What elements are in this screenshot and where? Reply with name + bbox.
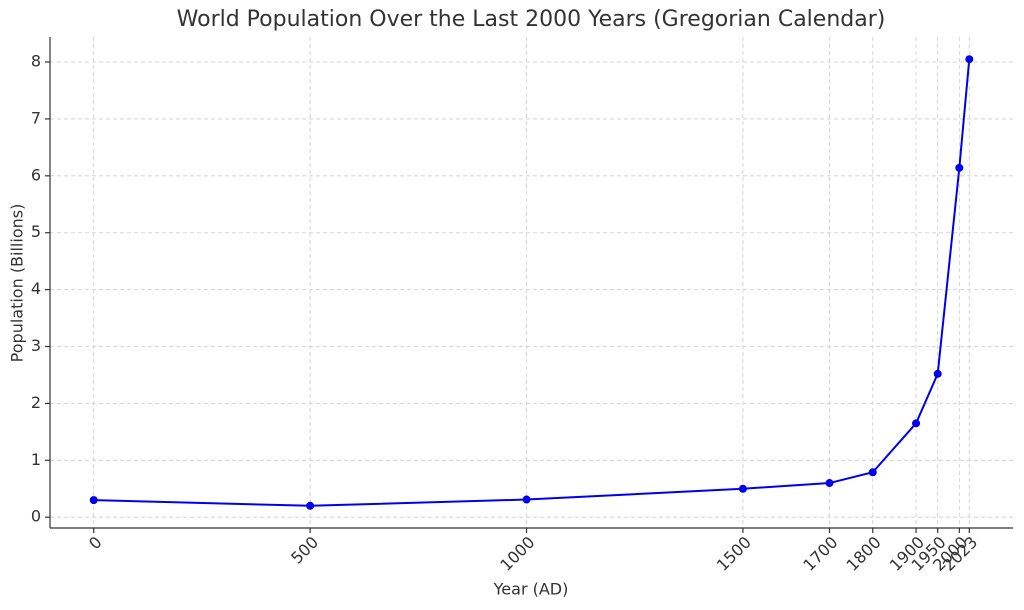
y-tick-label: 5	[31, 222, 41, 241]
x-tick-label: 500	[287, 533, 322, 568]
point	[306, 501, 315, 510]
y-tick-label: 3	[31, 336, 41, 355]
point	[955, 163, 964, 172]
point	[912, 419, 921, 428]
chart-title: World Population Over the Last 2000 Year…	[177, 7, 886, 32]
y-tick-label: 1	[31, 450, 41, 469]
y-axis-label: Population (Billions)	[8, 204, 27, 363]
x-tick-label: 2023	[939, 533, 981, 575]
y-tick-label: 6	[31, 165, 41, 184]
y-tick-label: 8	[31, 52, 41, 71]
point	[933, 369, 942, 378]
x-tick-label: 0	[85, 533, 106, 554]
point	[965, 55, 974, 64]
x-axis-label: Year (AD)	[493, 580, 569, 599]
y-tick-label: 7	[31, 108, 41, 127]
y-tick-label: 4	[31, 279, 41, 298]
point	[868, 468, 877, 477]
point	[89, 496, 98, 505]
point	[825, 479, 834, 488]
x-tick-label: 1000	[496, 533, 538, 575]
x-tick-label: 1500	[713, 533, 755, 575]
y-tick-label: 0	[31, 507, 41, 526]
x-tick-label: 1800	[843, 533, 885, 575]
line	[93, 59, 971, 507]
x-tick-label: 1700	[799, 533, 841, 575]
point	[738, 484, 747, 493]
point	[522, 495, 531, 504]
y-tick-label: 2	[31, 393, 41, 412]
